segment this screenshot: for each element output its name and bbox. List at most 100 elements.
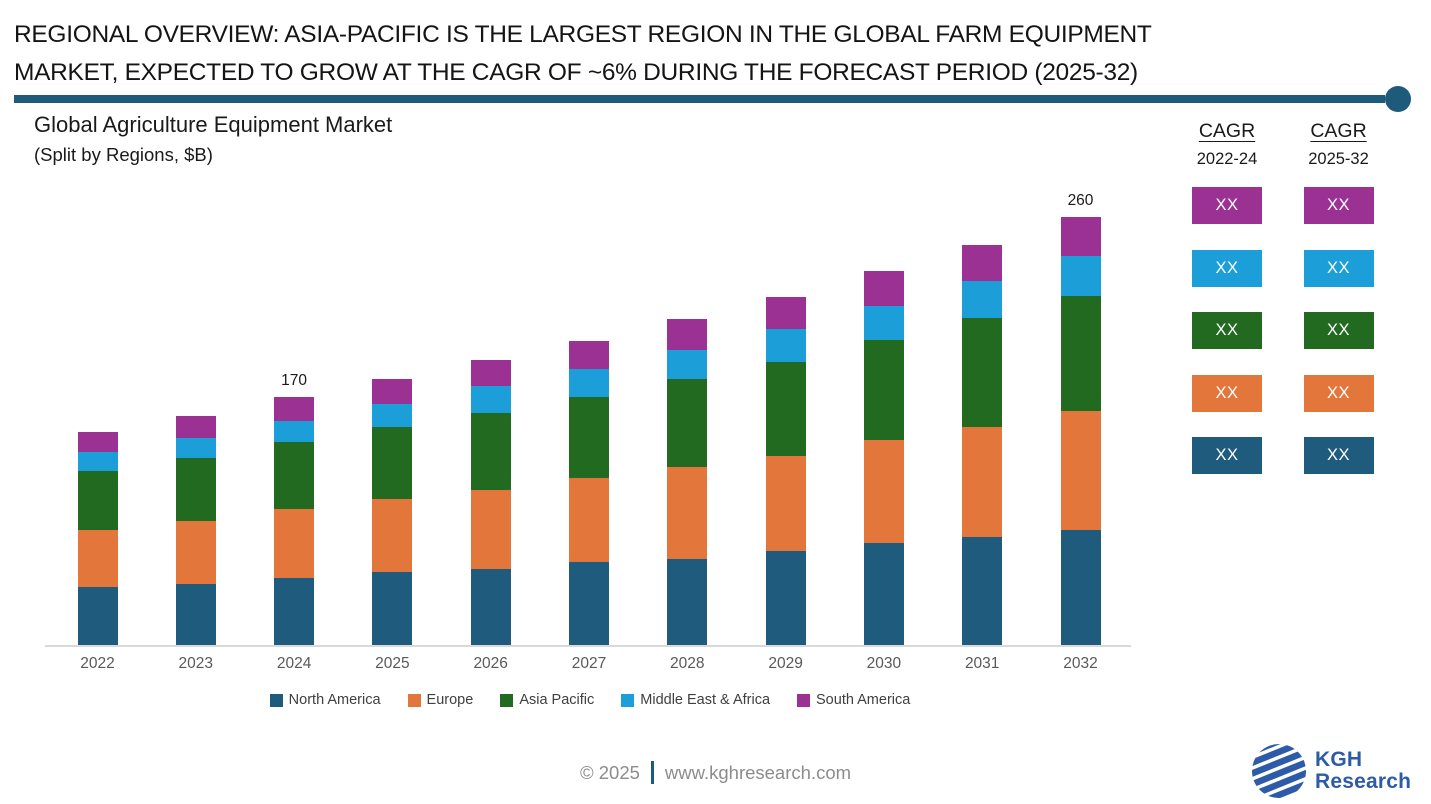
cagr-value-box: XX bbox=[1303, 312, 1374, 349]
x-axis-label-2029: 2029 bbox=[768, 655, 803, 672]
bar-segment-europe bbox=[372, 498, 413, 572]
legend-item-asia-pacific: Asia Pacific bbox=[500, 692, 594, 708]
x-axis-label-2022: 2022 bbox=[80, 655, 115, 672]
legend-item-middle-east-africa: Middle East & Africa bbox=[621, 692, 770, 708]
bar-segment-asia-pacific bbox=[863, 339, 904, 441]
bar-segment-europe bbox=[77, 529, 118, 587]
bar-segment-europe bbox=[667, 466, 708, 559]
legend-label: North America bbox=[288, 692, 381, 708]
bar-segment-north-america bbox=[962, 536, 1003, 645]
legend-swatch-europe bbox=[407, 693, 421, 707]
bar-2023 bbox=[175, 415, 216, 645]
bar-segment-south-america bbox=[372, 379, 413, 404]
legend-swatch-middle-east-africa bbox=[621, 693, 635, 707]
bar-segment-europe bbox=[470, 490, 511, 569]
cagr-value-box: XX bbox=[1192, 312, 1262, 349]
x-axis-label-2031: 2031 bbox=[964, 655, 1000, 672]
x-axis-label-2024: 2024 bbox=[276, 655, 312, 672]
bar-segment-middle-east-africa bbox=[863, 306, 904, 340]
bar-segment-north-america bbox=[77, 586, 118, 645]
x-axis-label-2025: 2025 bbox=[375, 655, 410, 672]
cagr-value-box: XX bbox=[1192, 187, 1262, 224]
bar-segment-europe bbox=[175, 520, 216, 584]
bar-segment-north-america bbox=[1060, 529, 1101, 645]
bar-segment-south-america bbox=[667, 319, 708, 350]
bar-segment-south-america bbox=[863, 270, 904, 306]
bar-segment-middle-east-africa bbox=[274, 421, 315, 442]
bar-segment-middle-east-africa bbox=[569, 368, 609, 397]
cagr-value-box: XX bbox=[1303, 249, 1374, 287]
cagr-value-box: XX bbox=[1303, 374, 1374, 412]
bar-segment-south-america bbox=[77, 431, 118, 453]
legend-label: Europe bbox=[426, 692, 474, 708]
bar-2030 bbox=[863, 270, 904, 645]
cagr-value-box: XX bbox=[1192, 249, 1262, 287]
bar-segment-north-america bbox=[765, 551, 806, 645]
legend-swatch-north-america bbox=[269, 693, 283, 707]
cagr-value-box: XX bbox=[1303, 187, 1374, 224]
bar-segment-middle-east-africa bbox=[1060, 256, 1101, 296]
footer-separator bbox=[650, 761, 654, 784]
bar-segment-north-america bbox=[569, 561, 609, 645]
bar-segment-asia-pacific bbox=[1060, 295, 1101, 412]
bar-segment-europe bbox=[863, 440, 904, 543]
title-divider bbox=[14, 95, 1385, 103]
legend-item-north-america: North America bbox=[269, 692, 381, 708]
chart-subtitle: (Split by Regions, $B) bbox=[34, 144, 213, 165]
bar-segment-middle-east-africa bbox=[962, 281, 1003, 318]
page-title-line1: REGIONAL OVERVIEW: ASIA-PACIFIC IS THE L… bbox=[14, 21, 1152, 48]
legend-swatch-asia-pacific bbox=[500, 693, 514, 707]
bar-segment-north-america bbox=[470, 568, 511, 645]
bar-segment-south-america bbox=[569, 341, 609, 369]
bar-2029 bbox=[765, 297, 806, 645]
bar-segment-asia-pacific bbox=[667, 379, 708, 467]
cagr-period-1: 2022-24 bbox=[1196, 150, 1258, 168]
bar-segment-europe bbox=[569, 478, 609, 562]
cagr-value-box: XX bbox=[1192, 437, 1262, 474]
bar-segment-europe bbox=[1060, 411, 1101, 530]
bar-2024 bbox=[274, 396, 315, 645]
bar-segment-middle-east-africa bbox=[77, 452, 118, 472]
chart-legend: North America Europe Asia Pacific Middle Ea… bbox=[40, 692, 1140, 708]
legend-label: Middle East & Africa bbox=[640, 692, 771, 708]
x-axis-label-2026: 2026 bbox=[473, 655, 508, 672]
bar-segment-south-america bbox=[765, 297, 806, 330]
bar-2027 bbox=[569, 341, 609, 645]
x-axis-label-2028: 2028 bbox=[670, 655, 705, 672]
bar-segment-north-america bbox=[372, 571, 413, 645]
bar-2025 bbox=[372, 379, 413, 645]
bar-2032 bbox=[1060, 216, 1101, 645]
bar-2022 bbox=[77, 431, 118, 645]
logo-text-line2: Research bbox=[1315, 770, 1412, 793]
legend-swatch-south-america bbox=[797, 693, 811, 707]
bar-segment-north-america bbox=[274, 577, 315, 645]
logo-text-line1: KGH bbox=[1315, 747, 1363, 771]
bar-segment-asia-pacific bbox=[372, 427, 413, 499]
legend-label: South America bbox=[816, 692, 911, 708]
legend-item-europe: Europe bbox=[407, 692, 474, 708]
bar-segment-south-america bbox=[274, 396, 315, 422]
chart-title: Global Agriculture Equipment Market bbox=[34, 112, 393, 137]
bar-segment-asia-pacific bbox=[569, 396, 609, 479]
bar-segment-middle-east-africa bbox=[765, 329, 806, 362]
bar-segment-north-america bbox=[863, 542, 904, 645]
bar-segment-south-america bbox=[1060, 216, 1101, 257]
cagr-value-box: XX bbox=[1192, 374, 1262, 412]
bar-segment-middle-east-africa bbox=[372, 403, 413, 428]
footer-website: www.kghresearch.com bbox=[664, 761, 852, 783]
cagr-period-2: 2025-32 bbox=[1308, 150, 1369, 168]
kgh-research-logo: KGH Research bbox=[1250, 742, 1411, 800]
x-axis-line bbox=[45, 645, 1131, 647]
bar-total-label-2032: 260 bbox=[1067, 191, 1094, 209]
bar-segment-north-america bbox=[667, 558, 708, 645]
legend-item-south-america: South America bbox=[797, 692, 910, 708]
bar-segment-middle-east-africa bbox=[470, 386, 511, 413]
title-divider-dot bbox=[1385, 86, 1411, 112]
footer-copyright: © 2025 bbox=[579, 761, 640, 783]
bar-segment-south-america bbox=[175, 415, 216, 438]
globe-icon bbox=[1250, 742, 1308, 800]
x-axis-label-2030: 2030 bbox=[866, 655, 902, 672]
bar-segment-asia-pacific bbox=[175, 457, 216, 521]
bar-segment-europe bbox=[274, 509, 315, 578]
bar-total-label-2024: 170 bbox=[281, 371, 308, 389]
